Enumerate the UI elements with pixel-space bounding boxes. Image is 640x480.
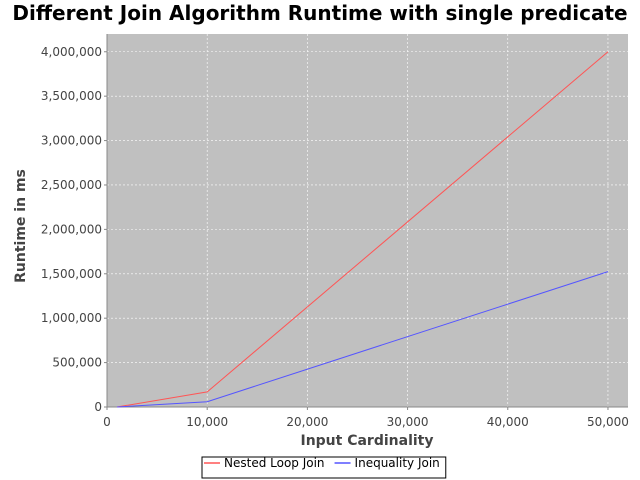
y-tick-label: 4,000,000: [41, 45, 102, 59]
series-line: [116, 51, 609, 408]
x-tick-label: 20,000: [286, 415, 328, 429]
plot-area: 0 10,000 20,000 30,000 40,000 50,000 0 500,000 1…: [41, 34, 629, 429]
legend-label: Inequality Join: [355, 456, 440, 470]
x-tick-label: 40,000: [487, 415, 529, 429]
y-tick-label: 2,500,000: [41, 178, 102, 192]
y-tick-label: 500,000: [52, 356, 102, 370]
x-tick-label: 10,000: [186, 415, 228, 429]
y-tick-label: 0: [94, 400, 102, 414]
x-axis-label: Input Cardinality: [300, 433, 433, 449]
x-tick-label: 50,000: [587, 415, 629, 429]
y-axis-label: Runtime in ms: [13, 169, 29, 283]
y-tick-label: 2,000,000: [41, 222, 102, 236]
legend: Nested Loop Join Inequality Join: [201, 456, 447, 479]
x-tick-label: 30,000: [387, 415, 429, 429]
plot-background: [107, 34, 628, 407]
y-tick-label: 3,000,000: [41, 134, 102, 148]
y-tick-label: 1,500,000: [41, 267, 102, 281]
legend-label: Nested Loop Join: [224, 456, 325, 470]
chart-title: Different Join Algorithm Runtime with si…: [12, 1, 627, 25]
series-line: [116, 271, 609, 408]
y-tick-label: 3,500,000: [41, 89, 102, 103]
legend-box: [201, 456, 447, 479]
y-tick-label: 1,000,000: [41, 311, 102, 325]
x-tick-label: 0: [103, 415, 111, 429]
